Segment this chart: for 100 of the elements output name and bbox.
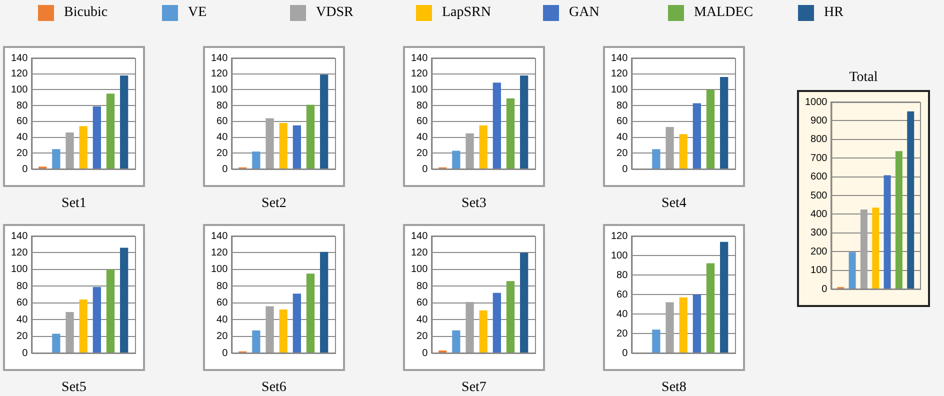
bar bbox=[720, 242, 728, 352]
bar bbox=[466, 302, 474, 352]
y-tick-label: 0 bbox=[622, 348, 628, 359]
y-tick-label: 700 bbox=[810, 152, 828, 164]
bar bbox=[520, 75, 528, 168]
bar bbox=[120, 75, 128, 168]
y-tick-label: 0 bbox=[222, 164, 228, 175]
y-tick-label: 140 bbox=[10, 230, 28, 242]
y-tick-label: 140 bbox=[210, 230, 228, 242]
bar bbox=[506, 98, 515, 168]
bar bbox=[306, 274, 315, 352]
y-tick-label: 140 bbox=[610, 52, 628, 64]
y-tick-label: 120 bbox=[210, 68, 228, 80]
bar bbox=[279, 123, 288, 168]
y-tick-label: 140 bbox=[410, 52, 428, 64]
y-tick-label: 0 bbox=[422, 348, 428, 359]
y-tick-label: 20 bbox=[216, 331, 228, 342]
x-axis-title: Set5 bbox=[60, 380, 88, 396]
bar bbox=[720, 77, 728, 168]
y-tick-label: 20 bbox=[16, 331, 28, 342]
bar bbox=[320, 74, 328, 168]
y-tick-label: 60 bbox=[416, 116, 428, 128]
bar bbox=[279, 310, 288, 352]
y-tick-label: 0 bbox=[622, 164, 628, 175]
y-tick-label: 120 bbox=[10, 68, 28, 80]
bar bbox=[652, 149, 660, 168]
bar bbox=[872, 208, 880, 288]
y-tick-label: 100 bbox=[610, 250, 628, 262]
y-tick-label: 80 bbox=[416, 280, 428, 292]
bar bbox=[666, 126, 674, 168]
y-tick-label: 80 bbox=[216, 100, 228, 112]
bar bbox=[252, 330, 260, 352]
bar bbox=[706, 263, 715, 352]
bar bbox=[666, 302, 674, 352]
y-tick-label: 140 bbox=[410, 230, 428, 242]
y-tick-label: 0 bbox=[22, 348, 28, 359]
y-tick-label: 80 bbox=[16, 100, 28, 112]
bar bbox=[506, 281, 515, 352]
y-tick-label: 60 bbox=[616, 116, 628, 128]
bar bbox=[452, 330, 460, 352]
x-axis-title: Set4 bbox=[660, 196, 688, 212]
y-tick-label: 80 bbox=[416, 100, 428, 112]
y-tick-label: 120 bbox=[410, 68, 428, 80]
y-tick-label: 60 bbox=[216, 116, 228, 128]
x-axis-title: Set2 bbox=[260, 196, 288, 212]
y-tick-label: 800 bbox=[810, 134, 828, 146]
bar bbox=[266, 306, 274, 352]
y-tick-label: 120 bbox=[210, 247, 228, 258]
y-tick-label: 120 bbox=[610, 230, 628, 242]
y-tick-label: 0 bbox=[822, 284, 828, 295]
bar bbox=[652, 330, 660, 352]
bar bbox=[320, 252, 328, 352]
y-tick-label: 1000 bbox=[804, 96, 828, 108]
y-tick-label: 100 bbox=[10, 84, 28, 96]
y-tick-label: 100 bbox=[210, 84, 228, 96]
x-axis-title: Set1 bbox=[60, 196, 88, 212]
y-tick-label: 100 bbox=[210, 264, 228, 276]
bar bbox=[520, 252, 528, 352]
bar bbox=[92, 286, 101, 352]
y-tick-label: 40 bbox=[216, 314, 228, 326]
legend-label: Bicubic bbox=[64, 5, 108, 21]
y-tick-label: 20 bbox=[216, 148, 228, 159]
bar bbox=[492, 292, 501, 352]
bar bbox=[106, 94, 115, 168]
y-tick-label: 40 bbox=[16, 132, 28, 144]
bar bbox=[692, 294, 701, 352]
y-tick-label: 120 bbox=[410, 247, 428, 258]
bar bbox=[479, 125, 488, 168]
x-axis-title: Set6 bbox=[260, 380, 288, 396]
bar bbox=[848, 252, 856, 288]
y-tick-label: 60 bbox=[16, 298, 28, 309]
y-tick-label: 60 bbox=[16, 116, 28, 128]
bar bbox=[66, 312, 74, 352]
y-tick-label: 60 bbox=[616, 289, 628, 300]
y-tick-label: 80 bbox=[616, 270, 628, 281]
y-tick-label: 100 bbox=[410, 264, 428, 276]
chart-title: Total bbox=[848, 70, 879, 86]
legend-label: VE bbox=[188, 5, 207, 21]
legend-label: LapSRN bbox=[442, 5, 491, 21]
bar bbox=[452, 150, 460, 168]
y-tick-label: 20 bbox=[16, 148, 28, 159]
y-tick-label: 0 bbox=[422, 164, 428, 175]
y-tick-label: 40 bbox=[416, 314, 428, 326]
bar bbox=[907, 111, 914, 288]
y-tick-label: 140 bbox=[10, 52, 28, 64]
x-axis-title: Set3 bbox=[460, 196, 488, 212]
y-tick-label: 0 bbox=[22, 164, 28, 175]
y-tick-label: 200 bbox=[810, 246, 828, 258]
y-tick-label: 40 bbox=[416, 132, 428, 144]
bar bbox=[292, 294, 301, 352]
y-tick-label: 40 bbox=[616, 308, 628, 320]
y-tick-label: 120 bbox=[610, 68, 628, 80]
bar bbox=[252, 152, 260, 168]
bar bbox=[679, 297, 688, 352]
y-tick-label: 60 bbox=[216, 298, 228, 309]
bar bbox=[79, 300, 88, 352]
y-tick-label: 100 bbox=[810, 265, 828, 276]
bar bbox=[106, 269, 115, 352]
y-tick-label: 60 bbox=[416, 298, 428, 309]
bar bbox=[492, 82, 501, 168]
